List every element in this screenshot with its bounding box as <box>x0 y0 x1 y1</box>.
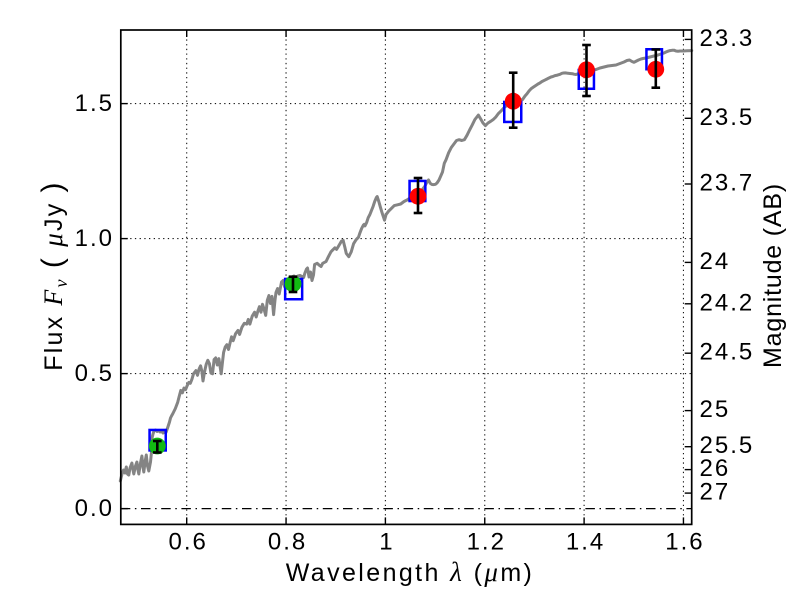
svg-text:0.5: 0.5 <box>75 360 114 387</box>
svg-text:0.0: 0.0 <box>75 495 114 522</box>
svg-text:1.0: 1.0 <box>75 225 114 252</box>
svg-text:25: 25 <box>700 396 731 423</box>
svg-text:27: 27 <box>700 479 731 506</box>
svg-text:Flux Fν ( μJy ): Flux Fν ( μJy ) <box>36 180 71 371</box>
svg-text:1.4: 1.4 <box>566 529 605 556</box>
svg-text:24.5: 24.5 <box>700 339 755 366</box>
svg-text:26: 26 <box>700 455 731 482</box>
svg-text:1.5: 1.5 <box>75 90 114 117</box>
svg-text:Wavelength λ (μm): Wavelength λ (μm) <box>286 557 535 587</box>
svg-text:24: 24 <box>700 248 731 275</box>
svg-text:0.6: 0.6 <box>169 529 208 556</box>
svg-text:23.3: 23.3 <box>700 25 755 52</box>
svg-text:24.2: 24.2 <box>700 289 755 316</box>
svg-text:23.5: 23.5 <box>700 104 755 131</box>
svg-text:1: 1 <box>379 529 394 556</box>
svg-text:Magnitude (AB): Magnitude (AB) <box>759 183 787 368</box>
svg-text:0.8: 0.8 <box>268 529 307 556</box>
svg-text:1.6: 1.6 <box>665 529 704 556</box>
svg-text:25.5: 25.5 <box>700 432 755 459</box>
svg-text:1.2: 1.2 <box>467 529 506 556</box>
svg-text:23.7: 23.7 <box>700 170 755 197</box>
